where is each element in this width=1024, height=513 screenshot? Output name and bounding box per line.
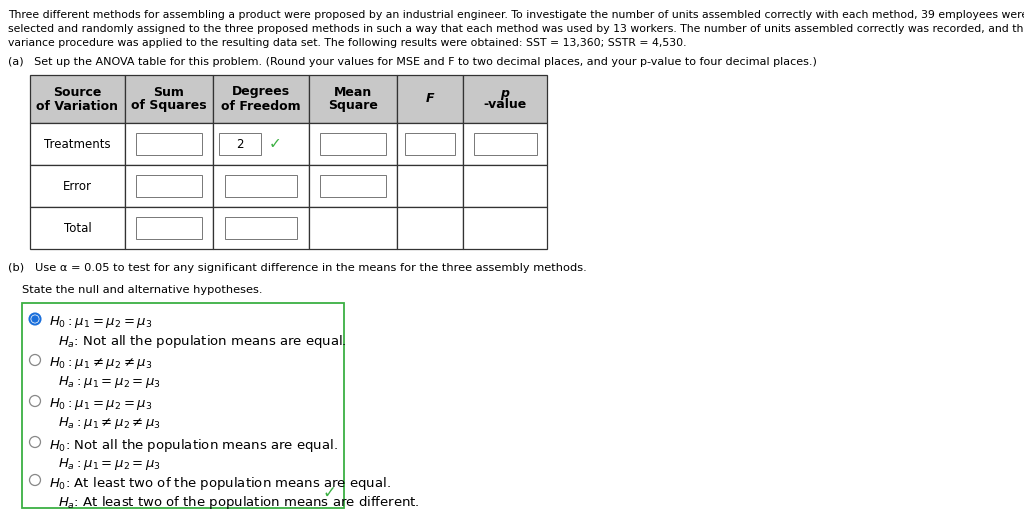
Text: $H_a: \mu_1 = \mu_2 = \mu_3$: $H_a: \mu_1 = \mu_2 = \mu_3$: [58, 374, 161, 390]
Bar: [309, 123, 397, 165]
Text: of Freedom: of Freedom: [221, 100, 301, 112]
Text: ✓: ✓: [269, 136, 282, 151]
Text: Treatments: Treatments: [44, 137, 111, 150]
Bar: [125, 75, 213, 123]
Text: $H_0: \mu_1 \neq \mu_2 \neq \mu_3$: $H_0: \mu_1 \neq \mu_2 \neq \mu_3$: [49, 355, 153, 371]
Circle shape: [32, 316, 38, 322]
Text: Source: Source: [53, 86, 101, 98]
Bar: [319, 133, 386, 155]
Text: Sum: Sum: [154, 86, 184, 98]
Bar: [136, 133, 202, 155]
Bar: [463, 207, 547, 249]
Bar: [30, 165, 125, 207]
Bar: [136, 217, 202, 239]
Text: Degrees: Degrees: [232, 86, 290, 98]
Bar: [213, 75, 309, 123]
Bar: [30, 75, 125, 123]
Bar: [397, 165, 463, 207]
Text: Mean: Mean: [334, 86, 372, 98]
Bar: [463, 123, 547, 165]
Bar: [213, 165, 309, 207]
Text: -value: -value: [483, 98, 526, 111]
Text: selected and randomly assigned to the three proposed methods in such a way that : selected and randomly assigned to the th…: [8, 24, 1024, 34]
Bar: [136, 175, 202, 197]
Bar: [125, 165, 213, 207]
Text: F: F: [426, 92, 434, 106]
Bar: [309, 207, 397, 249]
Text: $H_a: \mu_1 = \mu_2 = \mu_3$: $H_a: \mu_1 = \mu_2 = \mu_3$: [58, 456, 161, 472]
Bar: [406, 133, 455, 155]
Text: Error: Error: [63, 180, 92, 192]
Text: (b)   Use α = 0.05 to test for any significant difference in the means for the t: (b) Use α = 0.05 to test for any signifi…: [8, 263, 587, 273]
Text: $H_a: \mu_1 \neq \mu_2 \neq \mu_3$: $H_a: \mu_1 \neq \mu_2 \neq \mu_3$: [58, 415, 161, 431]
Text: of Squares: of Squares: [131, 100, 207, 112]
Bar: [213, 207, 309, 249]
Text: $H_0: \mu_1 = \mu_2 = \mu_3$: $H_0: \mu_1 = \mu_2 = \mu_3$: [49, 396, 153, 412]
Text: 2: 2: [237, 137, 244, 150]
Bar: [22, 303, 344, 508]
Bar: [463, 75, 547, 123]
Text: $H_a$: Not all the population means are equal.: $H_a$: Not all the population means are …: [58, 333, 346, 350]
Bar: [225, 217, 297, 239]
Bar: [309, 165, 397, 207]
Text: variance procedure was applied to the resulting data set. The following results : variance procedure was applied to the re…: [8, 38, 686, 48]
Bar: [30, 207, 125, 249]
Text: Total: Total: [63, 222, 91, 234]
Bar: [125, 123, 213, 165]
Text: State the null and alternative hypotheses.: State the null and alternative hypothese…: [22, 285, 262, 295]
Bar: [397, 75, 463, 123]
Bar: [473, 133, 537, 155]
Bar: [309, 75, 397, 123]
Bar: [30, 123, 125, 165]
Bar: [397, 123, 463, 165]
Bar: [125, 207, 213, 249]
Bar: [219, 133, 261, 155]
Bar: [397, 207, 463, 249]
Text: (a)   Set up the ANOVA table for this problem. (Round your values for MSE and F : (a) Set up the ANOVA table for this prob…: [8, 57, 817, 67]
Bar: [213, 123, 309, 165]
Text: Three different methods for assembling a product were proposed by an industrial : Three different methods for assembling a…: [8, 10, 1024, 20]
Bar: [225, 175, 297, 197]
Text: $H_0$: Not all the population means are equal.: $H_0$: Not all the population means are …: [49, 437, 338, 454]
Text: $H_0$: At least two of the population means are equal.: $H_0$: At least two of the population me…: [49, 475, 391, 492]
Text: of Variation: of Variation: [37, 100, 119, 112]
Text: Square: Square: [328, 100, 378, 112]
Text: ✓: ✓: [323, 484, 336, 502]
Bar: [463, 165, 547, 207]
Text: p: p: [501, 87, 510, 100]
Text: $H_a$: At least two of the population means are different.: $H_a$: At least two of the population me…: [58, 494, 420, 511]
Bar: [319, 175, 386, 197]
Text: $H_0: \mu_1 = \mu_2 = \mu_3$: $H_0: \mu_1 = \mu_2 = \mu_3$: [49, 314, 153, 330]
